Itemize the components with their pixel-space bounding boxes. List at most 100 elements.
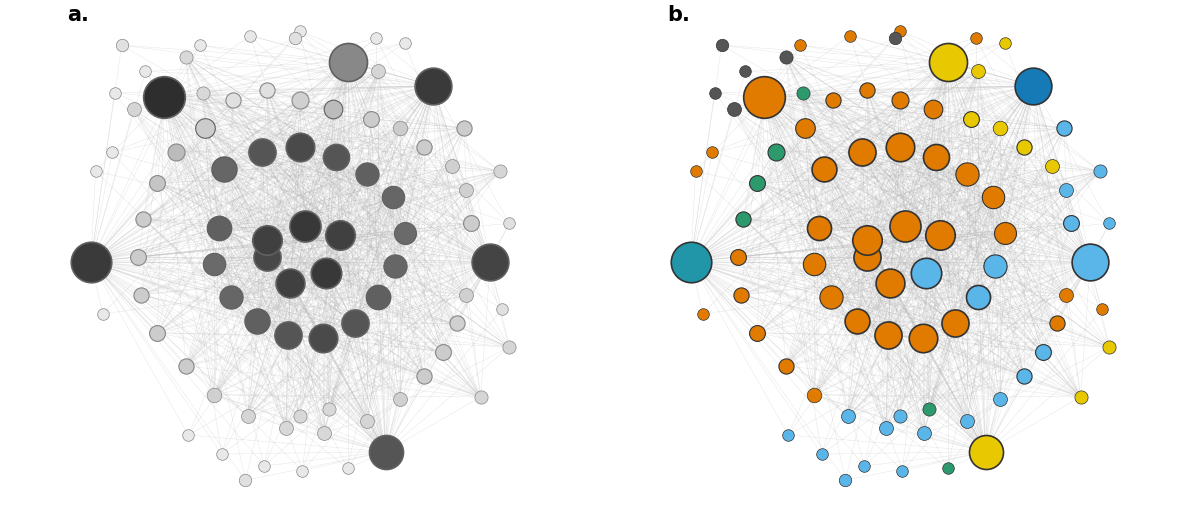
Point — [462, 219, 481, 228]
Point — [1055, 124, 1074, 132]
Point — [124, 105, 143, 113]
Point — [824, 96, 844, 104]
Point — [815, 165, 834, 173]
Point — [356, 417, 376, 425]
Point — [919, 405, 938, 413]
Point — [1099, 219, 1118, 228]
Point — [148, 328, 167, 337]
Point — [1062, 219, 1081, 228]
Point — [290, 96, 310, 104]
Point — [295, 222, 314, 230]
Point — [193, 88, 212, 97]
Text: b.: b. — [667, 5, 690, 25]
Point — [876, 424, 895, 432]
Point — [968, 293, 988, 301]
Point — [179, 431, 198, 439]
Point — [890, 27, 910, 35]
Point — [983, 193, 1002, 201]
Point — [356, 169, 376, 178]
Point — [1099, 343, 1118, 351]
Point — [1048, 319, 1067, 327]
Point — [499, 343, 518, 351]
Point — [490, 167, 509, 175]
Point — [755, 93, 774, 101]
Point — [728, 253, 748, 261]
Point — [1057, 186, 1076, 195]
Point — [331, 231, 350, 240]
Point — [257, 236, 276, 244]
Point — [748, 179, 767, 187]
Point — [443, 162, 462, 170]
Point — [390, 124, 409, 132]
Point — [395, 229, 414, 237]
Point — [995, 229, 1014, 237]
Point — [990, 395, 1009, 404]
Point — [686, 167, 706, 175]
Point — [136, 67, 155, 75]
Point — [796, 124, 815, 132]
Point — [257, 253, 276, 261]
Point — [847, 317, 866, 325]
Point — [210, 224, 229, 232]
Point — [480, 257, 499, 266]
Point — [1014, 143, 1033, 152]
Point — [956, 169, 976, 178]
Point — [366, 34, 385, 42]
Point — [890, 96, 910, 104]
Point — [822, 293, 841, 301]
Point — [346, 319, 365, 327]
Point — [278, 331, 298, 339]
Point — [472, 393, 491, 401]
Point — [736, 67, 755, 75]
Point — [793, 88, 812, 97]
Point — [1043, 162, 1062, 170]
Point — [1072, 393, 1091, 401]
Point — [368, 67, 388, 75]
Point — [148, 179, 167, 187]
Point — [286, 34, 305, 42]
Point — [1057, 291, 1076, 299]
Point — [131, 291, 150, 299]
Point — [457, 186, 476, 195]
Point — [448, 319, 467, 327]
Point — [805, 391, 824, 399]
Point — [835, 476, 854, 484]
Point — [995, 39, 1014, 47]
Point — [492, 305, 511, 313]
Point — [290, 143, 310, 152]
Point — [235, 476, 254, 484]
Point — [314, 428, 334, 437]
Point — [840, 31, 859, 40]
Point — [791, 41, 810, 49]
Point — [281, 279, 300, 287]
Point — [102, 148, 121, 156]
Point — [1080, 257, 1099, 266]
Point — [104, 88, 124, 97]
Point — [702, 148, 721, 156]
Point — [682, 257, 701, 266]
Point — [890, 143, 910, 152]
Point — [805, 260, 824, 268]
Point — [924, 105, 943, 113]
Point — [704, 88, 724, 97]
Point — [257, 86, 276, 95]
Point — [252, 148, 271, 156]
Point — [317, 269, 336, 278]
Point — [857, 253, 876, 261]
Point — [990, 124, 1009, 132]
Point — [361, 115, 380, 123]
Point — [914, 428, 934, 437]
Point — [215, 165, 234, 173]
Point — [956, 417, 976, 425]
Point — [938, 464, 958, 472]
Point — [1014, 371, 1033, 380]
Point — [133, 214, 152, 223]
Point — [238, 412, 257, 420]
Point — [1090, 167, 1109, 175]
Point — [857, 86, 876, 95]
Point — [247, 317, 266, 325]
Point — [938, 58, 958, 66]
Point — [893, 467, 912, 475]
Point — [895, 222, 914, 230]
Point — [326, 153, 346, 161]
